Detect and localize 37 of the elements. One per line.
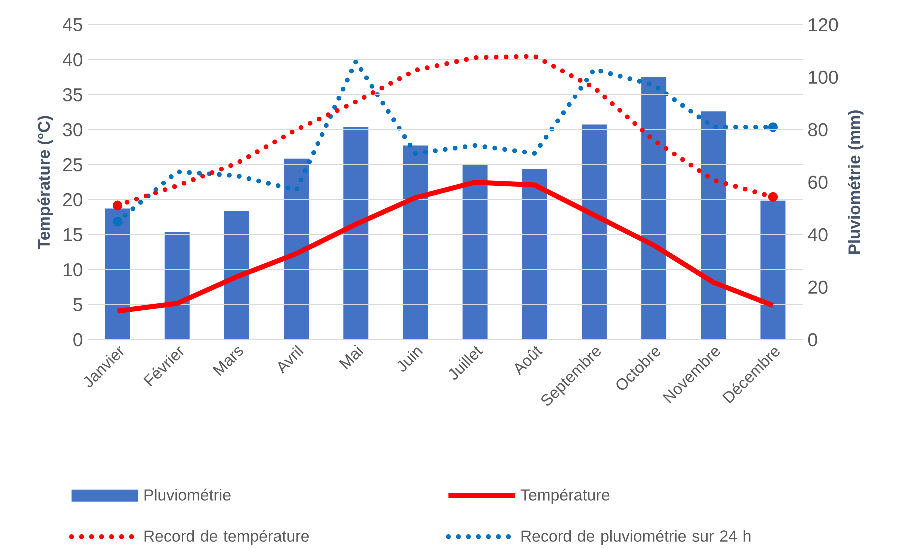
y-tick-label: 45 [62, 18, 83, 32]
y-tick-label: 15 [64, 228, 83, 242]
bar [284, 158, 310, 340]
bar [582, 124, 607, 340]
y2-tick-label: 60 [808, 176, 828, 190]
y-tick-label: 30 [63, 123, 83, 137]
y-tick-label: 25 [63, 158, 83, 172]
y2-tick-label: 100 [809, 70, 838, 84]
x-tick-label: Juin [398, 348, 424, 372]
y2-tick-label: 0 [808, 333, 818, 347]
y-tick-label: 0 [74, 333, 83, 347]
y-axis-title: Température (°C) [38, 116, 54, 250]
bar [701, 112, 726, 340]
y2-axis-title: Pluviométrie (mm) [848, 110, 864, 254]
y-tick-label: 5 [74, 298, 83, 312]
bar [105, 208, 130, 340]
legend-label: Température [520, 488, 610, 504]
bar [462, 164, 488, 340]
y2-tick-label: 40 [808, 228, 828, 242]
bar [522, 169, 548, 340]
bar [164, 232, 190, 340]
bar [344, 127, 369, 340]
y2-tick-label: 120 [809, 18, 838, 32]
y2-tick-label: 80 [808, 123, 828, 137]
y-tick-label: 20 [63, 193, 83, 207]
bar [760, 200, 786, 340]
bar [403, 146, 428, 340]
legend-label: Record de pluviométrie sur 24 h [522, 530, 751, 546]
bar [224, 211, 250, 340]
legend-label: Record de température [144, 530, 310, 546]
y-tick-label: 10 [64, 263, 83, 277]
x-tick-label: Mai [339, 344, 364, 370]
y-tick-label: 35 [63, 88, 83, 102]
bar [642, 77, 667, 340]
legend-label: Pluviométrie [144, 488, 231, 501]
y2-tick-label: 20 [808, 280, 828, 294]
y-tick-label: 40 [62, 53, 83, 67]
